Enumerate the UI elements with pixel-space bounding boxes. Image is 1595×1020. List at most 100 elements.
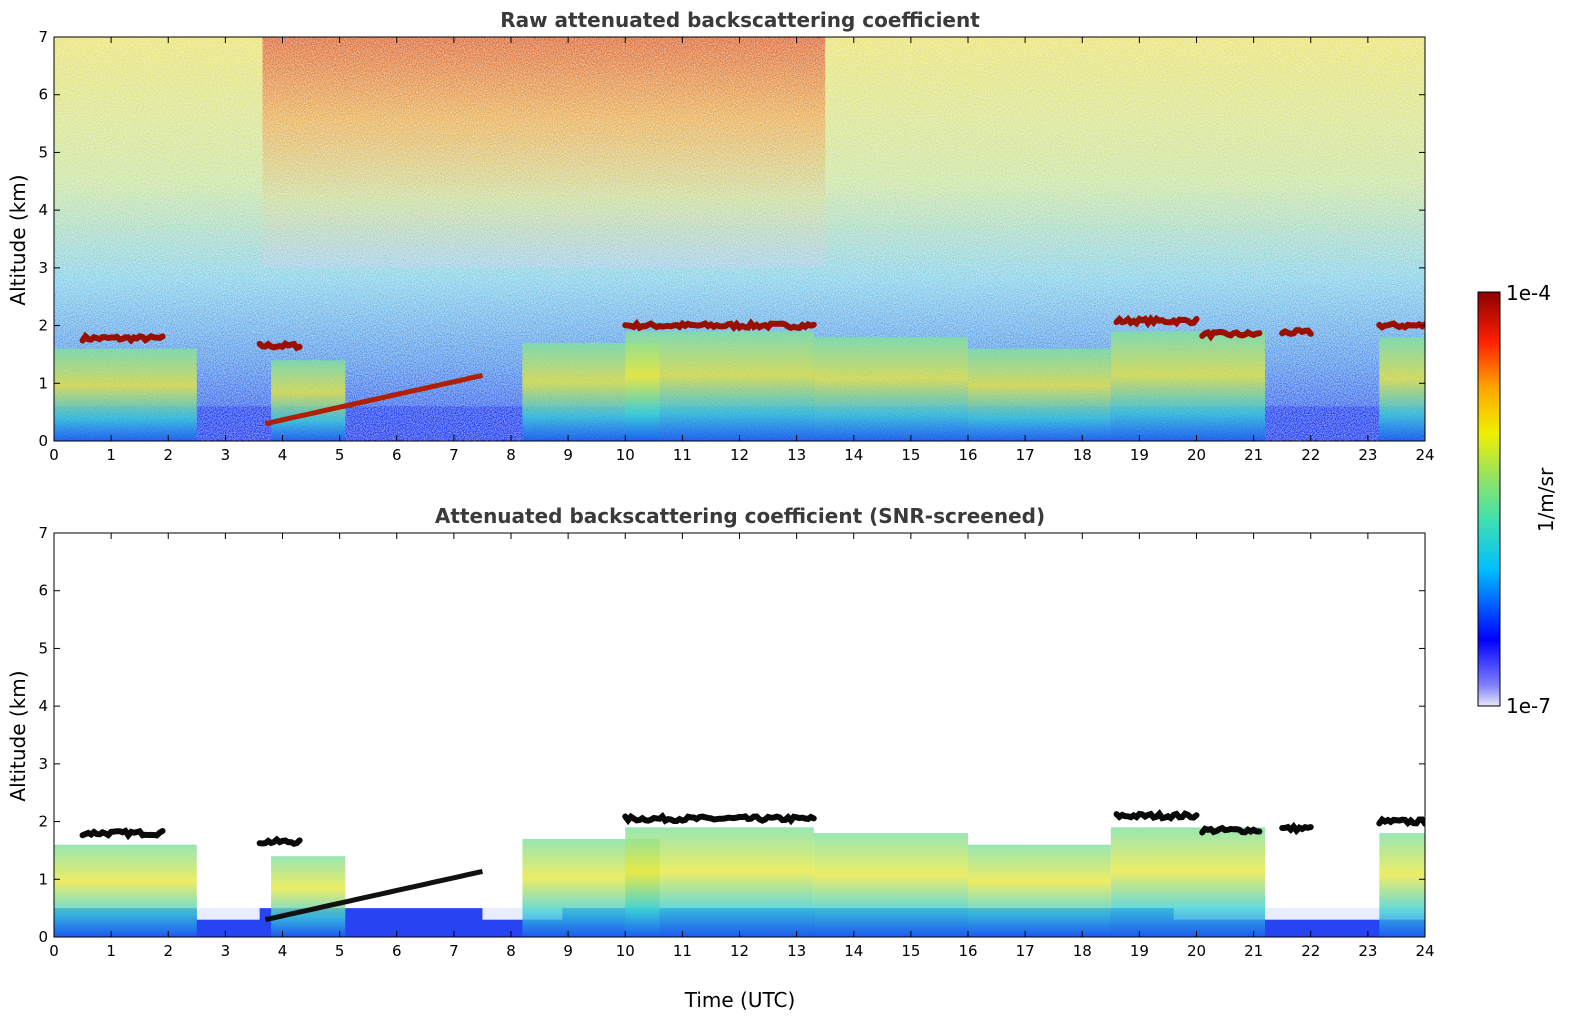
x-tick-label: 9 [563, 942, 573, 960]
cloud-layer [1113, 809, 1200, 822]
x-tick-label: 1 [106, 446, 116, 464]
aerosol-plume [1110, 331, 1266, 441]
x-tick-label: 1 [106, 942, 116, 960]
cloud-layer [256, 835, 303, 848]
x-tick-label: 8 [506, 942, 516, 960]
cloud-layer [622, 318, 817, 333]
x-tick-label: 23 [1358, 942, 1377, 960]
x-tick-label: 23 [1358, 446, 1377, 464]
x-tick-label: 10 [616, 446, 635, 464]
y-tick-label: 2 [38, 813, 48, 831]
x-tick-label: 5 [335, 942, 345, 960]
x-tick-label: 16 [958, 446, 977, 464]
x-tick-label: 19 [1130, 942, 1149, 960]
x-tick-label: 19 [1130, 446, 1149, 464]
x-tick-label: 7 [449, 446, 459, 464]
x-tick-label: 22 [1301, 446, 1320, 464]
x-tick-label: 20 [1187, 446, 1206, 464]
x-tick-label: 24 [1415, 942, 1434, 960]
x-tick-label: 4 [278, 446, 288, 464]
cloud-layer [79, 827, 166, 841]
aerosol-plume [813, 337, 968, 441]
aerosol-plume [1379, 833, 1425, 937]
x-tick-label: 15 [901, 942, 920, 960]
aerosol-plume [1379, 337, 1425, 441]
x-tick-label: 12 [730, 942, 749, 960]
heatmap-image [54, 533, 1425, 937]
x-tick-label: 14 [844, 446, 863, 464]
y-axis-label: Altitude (km) [6, 174, 30, 305]
x-tick-label: 6 [392, 446, 402, 464]
y-tick-label: 0 [38, 432, 48, 450]
cloud-layer [79, 331, 166, 345]
boundary-layer-top [264, 868, 483, 923]
x-tick-label: 13 [787, 942, 806, 960]
aerosol-plume [968, 844, 1111, 937]
x-tick-label: 6 [392, 942, 402, 960]
x-tick-label: 17 [1016, 942, 1035, 960]
chart-title: Raw attenuated backscattering coefficien… [500, 8, 980, 32]
x-axis-label: Time (UTC) [684, 988, 796, 1012]
x-tick-label: 5 [335, 446, 345, 464]
colorbar-min-label: 1e-7 [1506, 694, 1551, 718]
x-tick-label: 0 [49, 446, 59, 464]
x-tick-label: 2 [163, 942, 173, 960]
y-tick-label: 1 [38, 374, 48, 392]
y-tick-label: 5 [38, 143, 48, 161]
cloud-layer [256, 339, 303, 352]
cloud-layer [1376, 320, 1425, 331]
aerosol-plume [968, 348, 1111, 441]
cloud-layer [1199, 824, 1263, 836]
boundary-layer-top [264, 372, 483, 427]
colorbar: 1e-4 1e-7 1/m/sr [1477, 281, 1558, 718]
x-tick-label: 16 [958, 942, 977, 960]
x-tick-label: 0 [49, 942, 59, 960]
y-axis-label: Altitude (km) [6, 670, 30, 801]
x-tick-label: 20 [1187, 942, 1206, 960]
axes: 0 1 2 3 4 5 6 7 8 9 10 11 12 13 14 15 16 17 18 19 20 21 22 23 24… [38, 28, 1434, 464]
cloud-layer [622, 811, 817, 826]
aerosol-plume [54, 844, 197, 937]
axes: 0 1 2 3 4 5 6 7 8 9 10 11 12 13 14 15 16 17 18 19 20 21 22 23 24… [38, 524, 1434, 960]
y-tick-label: 3 [38, 755, 48, 773]
y-tick-label: 7 [38, 524, 48, 542]
x-tick-label: 18 [1073, 942, 1092, 960]
x-tick-label: 22 [1301, 942, 1320, 960]
y-tick-label: 1 [38, 870, 48, 888]
aerosol-plume [271, 360, 346, 441]
x-tick-label: 15 [901, 446, 920, 464]
y-tick-label: 3 [38, 259, 48, 277]
x-tick-label: 21 [1244, 942, 1263, 960]
x-tick-label: 12 [730, 446, 749, 464]
y-tick-label: 4 [38, 201, 48, 219]
colorbar-gradient [1477, 291, 1501, 707]
x-tick-label: 13 [787, 446, 806, 464]
x-tick-label: 2 [163, 446, 173, 464]
x-tick-label: 17 [1016, 446, 1035, 464]
x-tick-label: 18 [1073, 446, 1092, 464]
aerosol-plume [1110, 827, 1266, 937]
y-tick-label: 0 [38, 928, 48, 946]
raw-backscatter-panel: Raw attenuated backscattering coefficien… [6, 8, 1435, 464]
colorbar-unit-label: 1/m/sr [1534, 467, 1558, 532]
x-tick-label: 11 [673, 446, 692, 464]
x-tick-label: 21 [1244, 446, 1263, 464]
y-tick-label: 2 [38, 317, 48, 335]
x-tick-label: 3 [221, 942, 231, 960]
cloud-layer [1113, 314, 1200, 329]
cloud-layer [1376, 815, 1425, 828]
x-tick-label: 14 [844, 942, 863, 960]
x-tick-label: 11 [673, 942, 692, 960]
y-tick-label: 6 [38, 582, 48, 600]
cloud-layer [1279, 821, 1314, 836]
x-tick-label: 8 [506, 446, 516, 464]
colorbar-max-label: 1e-4 [1506, 281, 1551, 305]
chart-title: Attenuated backscattering coefficient (S… [435, 504, 1045, 528]
cloud-layer [1199, 328, 1263, 342]
y-tick-label: 6 [38, 86, 48, 104]
aerosol-plume [54, 348, 197, 441]
y-tick-label: 4 [38, 697, 48, 715]
cloud-layer [1279, 327, 1314, 337]
y-tick-label: 7 [38, 28, 48, 46]
